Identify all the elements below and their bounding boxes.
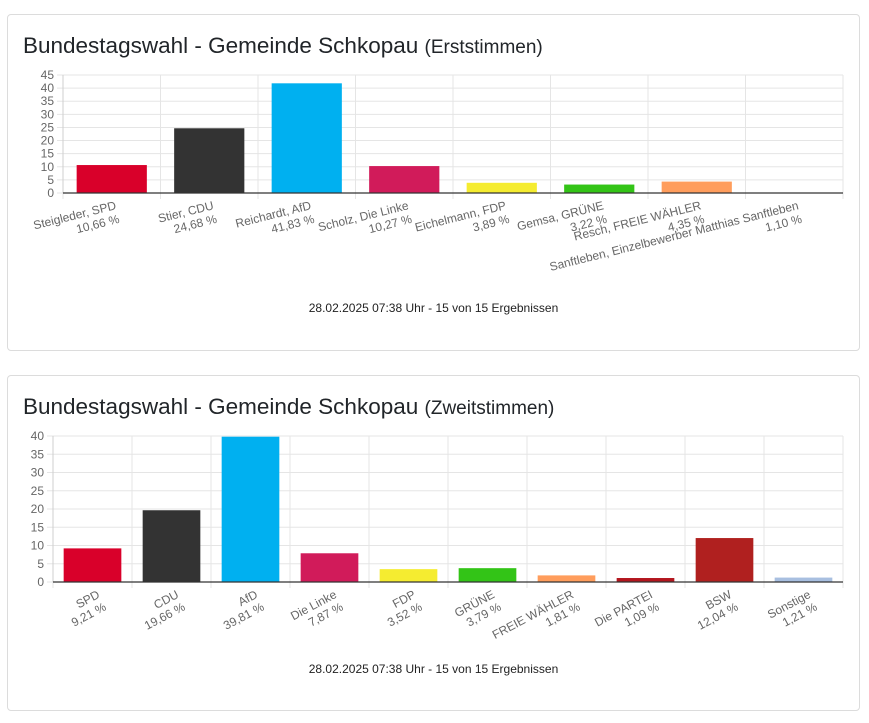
y-tick-label: 0	[37, 575, 44, 589]
chart-title: Bundestagswahl - Gemeinde Schkopau (Zwei…	[23, 394, 554, 420]
y-tick-label: 20	[31, 502, 45, 516]
bar	[174, 128, 245, 193]
bar	[695, 538, 754, 582]
bar	[142, 510, 201, 582]
y-tick-label: 35	[31, 447, 45, 461]
bar	[458, 568, 517, 582]
y-tick-label: 10	[31, 539, 45, 553]
x-tick-label: BSW12,04 %	[688, 587, 741, 633]
chart-title-main: Bundestagswahl - Gemeinde Schkopau	[23, 33, 419, 58]
bar	[661, 181, 732, 193]
x-tick-label: FREIE WÄHLER1,81 %	[490, 587, 583, 654]
x-tick-label: Reichardt, AfD41,83 %	[234, 198, 316, 244]
chart-title: Bundestagswahl - Gemeinde Schkopau (Erst…	[23, 33, 543, 59]
y-tick-label: 10	[41, 160, 55, 174]
x-tick-label: Stier, CDU24,68 %	[157, 198, 219, 239]
x-tick-label: Die PARTEI1,09 %	[592, 587, 662, 642]
bar	[271, 83, 342, 193]
y-tick-label: 45	[41, 68, 55, 82]
x-tick-label: Scholz, Die Linke10,27 %	[317, 198, 414, 248]
chart-title-main: Bundestagswahl - Gemeinde Schkopau	[23, 394, 419, 419]
bar	[564, 184, 635, 193]
x-tick-label: Eichelmann, FDP3,89 %	[413, 198, 511, 248]
bar	[379, 569, 438, 582]
y-tick-label: 40	[31, 429, 45, 443]
y-tick-label: 25	[31, 484, 45, 498]
chart-card-erststimmen: Bundestagswahl - Gemeinde Schkopau (Erst…	[7, 14, 860, 351]
bar	[616, 578, 675, 582]
bar	[774, 577, 833, 582]
chart-footer: 28.02.2025 07:38 Uhr - 15 von 15 Ergebni…	[308, 662, 559, 676]
y-tick-label: 15	[41, 147, 55, 161]
x-tick-label: CDU19,66 %	[135, 587, 187, 633]
bar	[369, 166, 440, 193]
bar	[63, 548, 122, 582]
y-tick-label: 30	[31, 466, 45, 480]
y-tick-label: 0	[47, 186, 54, 200]
chart-card-zweitstimmen: Bundestagswahl - Gemeinde Schkopau (Zwei…	[7, 375, 860, 711]
bar	[537, 575, 596, 582]
y-tick-label: 40	[41, 81, 55, 95]
y-tick-label: 5	[47, 173, 54, 187]
bar	[466, 182, 537, 193]
y-tick-label: 30	[41, 107, 55, 121]
x-tick-label: SPD9,21 %	[62, 587, 108, 629]
x-tick-label: Steigleder, SPD10,66 %	[32, 198, 121, 246]
x-tick-label: Gemsa, GRÜNE3,22 %	[516, 198, 609, 247]
bar	[300, 553, 359, 582]
chart-subtitle: (Erststimmen)	[424, 37, 543, 58]
x-tick-label: Sonstige1,21 %	[765, 587, 820, 634]
bar	[76, 165, 147, 193]
y-tick-label: 35	[41, 94, 55, 108]
y-tick-label: 20	[41, 134, 55, 148]
bar	[221, 436, 280, 582]
bar-chart-zweitstimmen: 0 5 10 15 20 25 30 35 40 SPD9,21 % CDU19,66 % AfD39…	[31, 429, 844, 654]
y-tick-label: 5	[37, 557, 44, 571]
y-tick-label: 15	[31, 520, 45, 534]
y-tick-label: 25	[41, 120, 55, 134]
bar	[759, 190, 830, 193]
x-tick-label: AfD39,81 %	[214, 587, 266, 633]
chart-footer: 28.02.2025 07:38 Uhr - 15 von 15 Ergebni…	[308, 301, 559, 315]
x-tick-label: Die Linke7,87 %	[288, 587, 346, 635]
chart-subtitle: (Zweitstimmen)	[424, 398, 555, 419]
x-tick-label: FDP3,52 %	[378, 587, 424, 629]
